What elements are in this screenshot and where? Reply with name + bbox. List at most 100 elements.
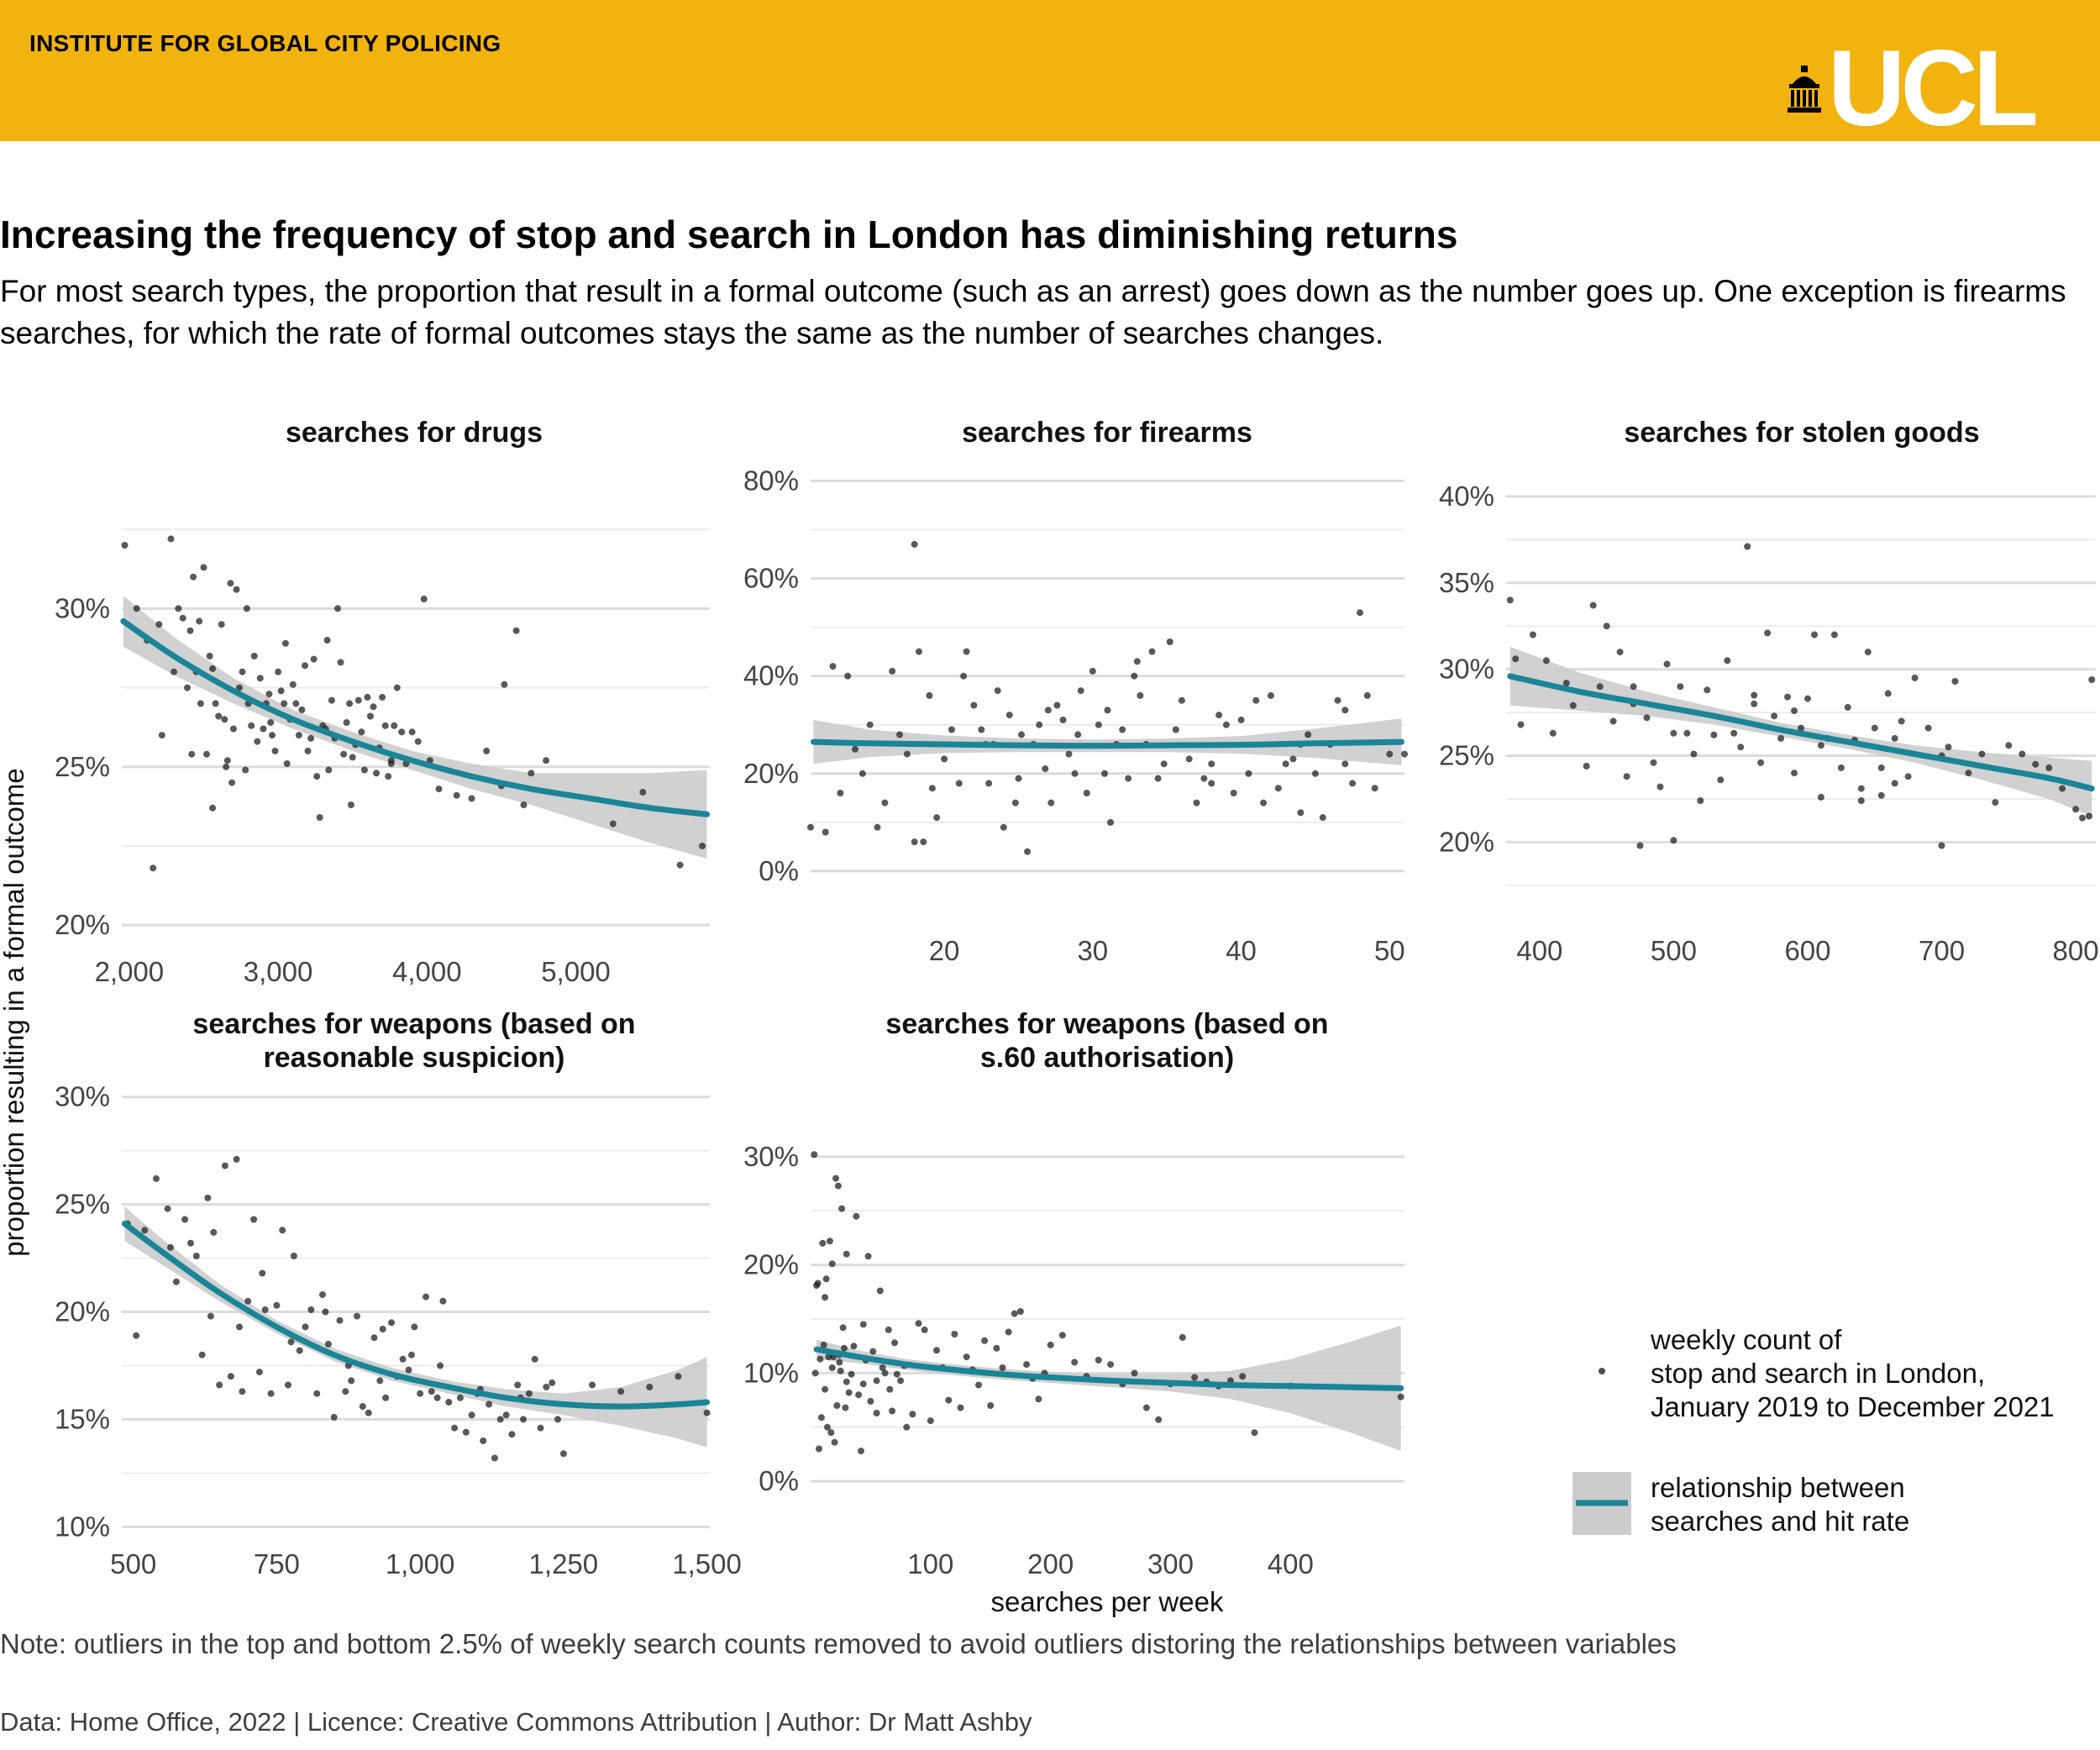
data-point (1071, 1358, 1079, 1366)
data-point (1811, 631, 1818, 639)
data-point (323, 637, 331, 644)
data-point (250, 1216, 258, 1223)
data-point (1945, 744, 1952, 751)
x-tick-label: 600 (1784, 935, 1830, 966)
data-point (703, 1409, 711, 1416)
data-point (248, 722, 255, 729)
y-tick-label: 20% (1439, 826, 1494, 857)
data-point (1596, 683, 1604, 691)
data-point (236, 1323, 243, 1331)
data-point (1077, 687, 1084, 695)
data-point (1024, 848, 1032, 855)
data-point (480, 1437, 487, 1444)
data-point (239, 668, 246, 675)
data-point (941, 755, 948, 763)
data-point (1938, 842, 1945, 849)
data-point (850, 1343, 858, 1350)
data-point (437, 1362, 444, 1369)
data-point (1119, 726, 1126, 733)
data-point (889, 667, 896, 675)
data-point (273, 1301, 281, 1309)
ucl-logo-text: UCL (1828, 29, 2039, 149)
data-point (543, 1384, 550, 1390)
data-point (1791, 770, 1798, 777)
data-point (167, 535, 175, 543)
data-point (502, 1411, 510, 1419)
data-point (845, 1389, 853, 1396)
confidence-band (123, 596, 707, 859)
x-tick-label: 300 (1147, 1548, 1194, 1579)
data-point (1877, 764, 1885, 771)
data-point (420, 596, 428, 602)
data-point (617, 1388, 625, 1395)
x-tick-label: 1,500 (672, 1548, 742, 1579)
data-point (1083, 790, 1090, 796)
data-point (1044, 707, 1052, 714)
data-point (2086, 812, 2092, 820)
data-point (255, 1369, 263, 1376)
data-point (181, 1216, 189, 1223)
data-point (1717, 776, 1725, 784)
data-point (1670, 729, 1677, 737)
data-point (1154, 775, 1162, 782)
data-point (873, 1377, 880, 1385)
data-point (285, 1381, 291, 1389)
trend-line (813, 1346, 1404, 1391)
data-point (1334, 696, 1341, 704)
data-point (1830, 631, 1838, 639)
data-point (1965, 770, 1972, 777)
data-point (1107, 818, 1114, 826)
data-point (1282, 760, 1289, 768)
data-point (328, 696, 335, 704)
data-point (531, 1355, 538, 1363)
data-point (229, 725, 237, 733)
trend-line (121, 1221, 711, 1410)
y-tick-label: 0% (759, 855, 799, 886)
data-point (1053, 702, 1061, 709)
data-point (1656, 783, 1664, 791)
y-tick-label: 30% (743, 1141, 799, 1172)
data-point (1386, 750, 1394, 758)
data-point (1663, 660, 1671, 668)
data-point (1036, 721, 1043, 728)
data-point (889, 1407, 896, 1415)
data-point (1059, 716, 1067, 723)
data-point (1018, 731, 1025, 738)
data-point (417, 1390, 424, 1397)
data-point (359, 1403, 366, 1411)
data-point (1131, 1369, 1138, 1377)
data-point (1305, 731, 1312, 738)
data-point (855, 1391, 863, 1399)
data-point (381, 722, 389, 729)
data-point (1245, 770, 1252, 777)
data-point (150, 864, 157, 872)
data-point (920, 838, 927, 846)
data-point (1095, 1356, 1102, 1364)
data-point (153, 1175, 160, 1182)
data-point (1771, 712, 1778, 720)
data-point (451, 1424, 459, 1432)
data-point (858, 770, 866, 777)
page-title: Increasing the frequency of stop and sea… (0, 213, 1458, 256)
data-point (859, 1321, 867, 1328)
data-point (411, 1323, 418, 1331)
data-point (819, 1239, 827, 1247)
data-point (364, 693, 371, 701)
data-point (233, 1155, 240, 1163)
x-tick-label: 4,000 (392, 956, 462, 987)
data-point (1016, 1308, 1024, 1315)
data-point (210, 1228, 218, 1236)
data-point (864, 1253, 872, 1260)
x-tick-label: 3,000 (244, 956, 313, 987)
data-point (483, 747, 491, 754)
x-tick-label: 400 (1516, 935, 1562, 966)
data-point (354, 696, 362, 704)
data-point (1951, 678, 1959, 685)
data-point (945, 1396, 953, 1404)
data-point (639, 788, 647, 796)
data-point (2088, 676, 2096, 683)
data-point (172, 1278, 180, 1285)
data-point (1074, 731, 1082, 738)
data-point (316, 814, 323, 821)
